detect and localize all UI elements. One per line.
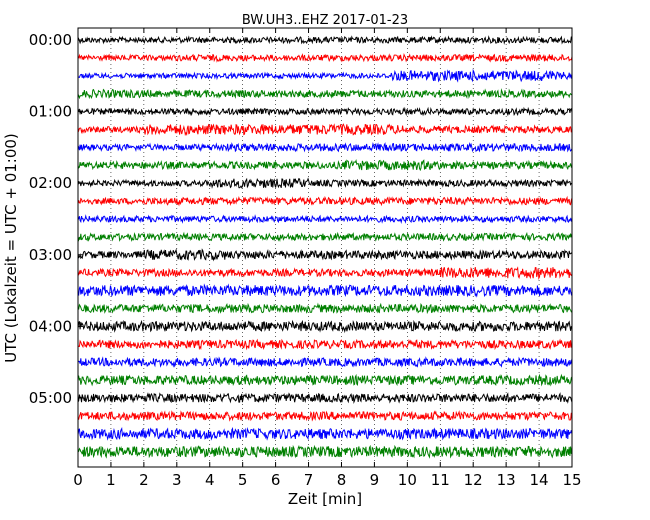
trace-line: [77, 426, 573, 441]
trace-line: [77, 266, 573, 280]
trace-line: [77, 410, 573, 422]
x-tick-label: 5: [238, 471, 248, 489]
trace-line: [77, 53, 573, 63]
trace-line: [77, 195, 573, 207]
x-tick-label: 13: [497, 471, 516, 489]
y-tick-label: 01:00: [29, 103, 72, 121]
trace-line: [77, 88, 573, 100]
x-tick-label: 12: [464, 471, 483, 489]
trace-line: [77, 141, 573, 153]
x-tick-label: 3: [172, 471, 182, 489]
trace-line: [77, 214, 573, 224]
trace-line: [77, 444, 573, 459]
x-axis-label: Zeit [min]: [288, 490, 362, 508]
trace-line: [77, 35, 573, 45]
y-tick-label: 05:00: [29, 389, 72, 407]
x-tick-label: 4: [205, 471, 215, 489]
y-tick-label: 00:00: [29, 31, 72, 49]
y-tick-label: 04:00: [29, 317, 72, 335]
trace-line: [77, 158, 573, 172]
x-tick-label: 15: [562, 471, 581, 489]
x-axis-ticks: 0 1 2 3 4 5 6 7 8 9 10 11 12 13 14 15: [73, 28, 582, 489]
y-axis-label: UTC (Lokalzeit = UTC + 01:00): [2, 133, 20, 363]
y-tick-label: 03:00: [29, 246, 72, 264]
x-tick-label: 9: [370, 471, 380, 489]
x-tick-label: 2: [139, 471, 149, 489]
x-tick-label: 0: [73, 471, 83, 489]
x-tick-label: 8: [337, 471, 347, 489]
x-tick-label: 7: [304, 471, 314, 489]
x-tick-label: 14: [530, 471, 549, 489]
traces: [77, 35, 573, 459]
trace-line: [77, 356, 573, 368]
trace-line: [77, 106, 573, 117]
trace-line: [77, 392, 573, 404]
trace-line: [77, 68, 573, 83]
x-tick-label: 6: [271, 471, 281, 489]
trace-line: [77, 373, 573, 387]
chart-title: BW.UH3..EHZ 2017-01-23: [242, 13, 408, 28]
trace-line: [77, 338, 573, 351]
trace-line: [77, 319, 573, 334]
plot-frame: [77, 27, 573, 468]
trace-line: [77, 177, 573, 189]
trace-line: [77, 123, 573, 137]
y-tick-label: 02:00: [29, 174, 72, 192]
trace-line: [77, 248, 573, 262]
trace-line: [77, 283, 573, 298]
x-tick-label: 10: [398, 471, 417, 489]
x-tick-label: 1: [106, 471, 116, 489]
y-axis-ticks: 00:00 01:00 02:00 03:00 04:00 05:00: [29, 31, 83, 407]
trace-line: [77, 302, 573, 315]
trace-line: [77, 231, 573, 242]
x-tick-label: 11: [431, 471, 450, 489]
